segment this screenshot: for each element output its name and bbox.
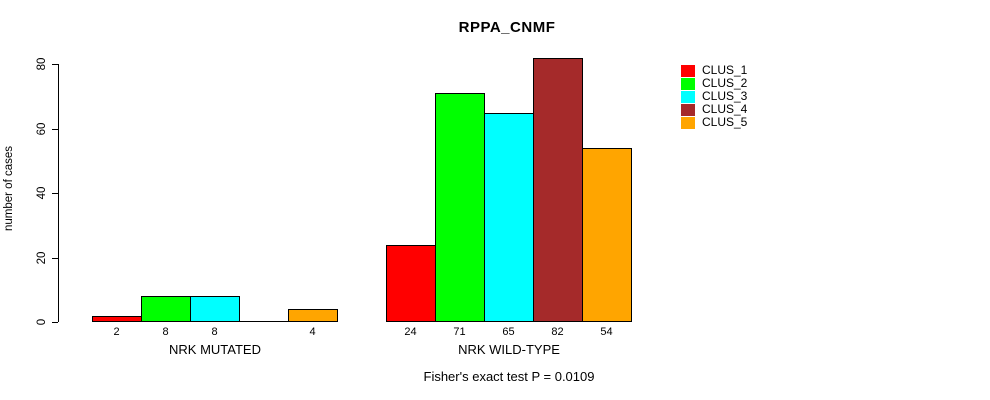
y-tick	[52, 322, 58, 323]
bar-clus_2	[141, 296, 191, 322]
bar-clus_1	[92, 316, 142, 322]
legend: CLUS_1 CLUS_2 CLUS_3 CLUS_4 CLUS_5	[681, 64, 747, 129]
legend-swatch-clus_5	[681, 116, 695, 129]
legend-item: CLUS_4	[681, 103, 747, 116]
y-tick-label: 60	[36, 122, 48, 136]
bar-value-label: 4	[309, 326, 316, 338]
legend-label: CLUS_2	[702, 76, 748, 90]
chart-title: RPPA_CNMF	[458, 19, 556, 36]
y-tick	[52, 258, 58, 259]
legend-swatch-clus_4	[681, 103, 695, 116]
y-tick-label: 40	[36, 186, 48, 200]
bar-value-label: 82	[551, 326, 564, 338]
y-tick	[52, 64, 58, 65]
bar-clus_4	[533, 58, 583, 322]
legend-item: CLUS_2	[681, 77, 747, 90]
bar-clus_5	[582, 148, 632, 322]
group-label: NRK MUTATED	[169, 342, 261, 357]
bar-clus_5	[288, 309, 338, 322]
bar-value-label: 2	[113, 326, 120, 338]
legend-label: CLUS_3	[702, 89, 748, 103]
bar-clus_1	[386, 245, 436, 322]
bar-value-label: 71	[453, 326, 466, 338]
legend-swatch-clus_2	[681, 77, 695, 90]
group-label: NRK WILD-TYPE	[458, 342, 560, 357]
y-axis-label: number of cases	[3, 145, 15, 231]
y-tick	[52, 193, 58, 194]
bar-clus_4-zero	[239, 321, 289, 322]
legend-label: CLUS_4	[702, 102, 748, 116]
bar-value-label: 65	[502, 326, 515, 338]
legend-label: CLUS_1	[702, 63, 748, 77]
bar-value-label: 8	[162, 326, 169, 338]
bar-value-label: 24	[404, 326, 417, 338]
bar-value-label: 54	[600, 326, 613, 338]
legend-swatch-clus_3	[681, 90, 695, 103]
bar-clus_3	[190, 296, 240, 322]
fisher-test-annotation: Fisher's exact test P = 0.0109	[423, 369, 595, 384]
y-tick	[52, 129, 58, 130]
bar-value-label: 8	[211, 326, 218, 338]
legend-swatch-clus_1	[681, 64, 695, 77]
legend-label: CLUS_5	[702, 115, 748, 129]
y-axis-line	[58, 64, 59, 322]
legend-item: CLUS_5	[681, 116, 747, 129]
bar-clus_2	[435, 93, 485, 322]
legend-item: CLUS_3	[681, 90, 747, 103]
y-tick-label: 20	[36, 251, 48, 265]
y-tick-label: 80	[36, 57, 48, 71]
y-tick-label: 0	[36, 318, 48, 326]
legend-item: CLUS_1	[681, 64, 747, 77]
bar-clus_3	[484, 113, 534, 322]
